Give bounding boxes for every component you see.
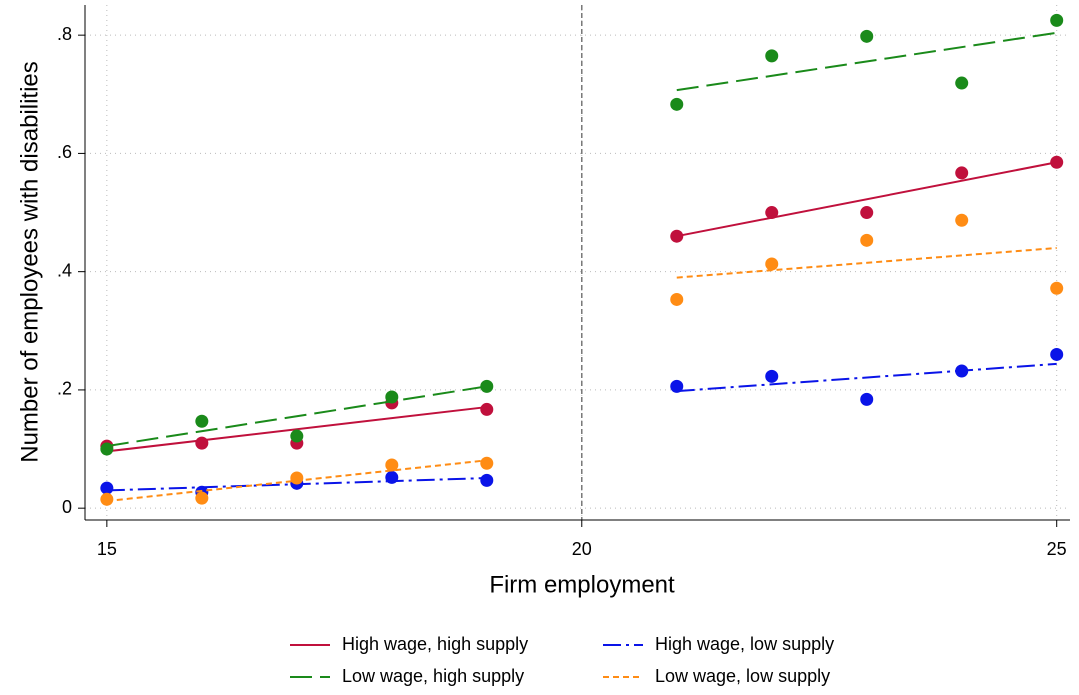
point — [480, 473, 494, 487]
y-tick-label: .2 — [57, 379, 72, 399]
point — [670, 292, 684, 306]
fit-line — [106, 161, 1057, 453]
point — [100, 481, 114, 495]
point — [670, 379, 684, 393]
point — [765, 369, 779, 383]
point — [195, 436, 209, 450]
point — [1050, 13, 1064, 27]
point — [195, 491, 209, 505]
fit-line — [106, 31, 1057, 448]
point — [955, 213, 969, 227]
legend-label: Low wage, high supply — [342, 666, 524, 686]
point — [765, 206, 779, 220]
x-tick-label: 20 — [572, 539, 592, 559]
fit-line — [106, 247, 1057, 503]
point — [480, 379, 494, 393]
point — [195, 414, 209, 428]
x-tick-label: 15 — [97, 539, 117, 559]
point — [860, 29, 874, 43]
point — [100, 492, 114, 506]
point — [290, 471, 304, 485]
y-tick-label: 0 — [62, 497, 72, 517]
y-tick-label: .8 — [57, 24, 72, 44]
point — [670, 97, 684, 111]
legend-label: High wage, low supply — [655, 634, 834, 654]
x-tick-label: 25 — [1047, 539, 1067, 559]
legend-label: High wage, high supply — [342, 634, 528, 654]
point — [765, 257, 779, 271]
y-tick-label: .6 — [57, 142, 72, 162]
legend-label: Low wage, low supply — [655, 666, 830, 686]
point — [385, 458, 399, 472]
point — [860, 392, 874, 406]
point — [480, 456, 494, 470]
point — [955, 166, 969, 180]
point — [480, 402, 494, 416]
point — [290, 429, 304, 443]
point — [860, 233, 874, 247]
point — [860, 206, 874, 220]
point — [955, 76, 969, 90]
y-axis-title: Number of employees with disabilities — [16, 61, 43, 463]
point — [765, 49, 779, 63]
y-tick-label: .4 — [57, 260, 72, 280]
point — [1050, 347, 1064, 361]
x-axis-title: Firm employment — [489, 571, 675, 598]
point — [1050, 281, 1064, 295]
